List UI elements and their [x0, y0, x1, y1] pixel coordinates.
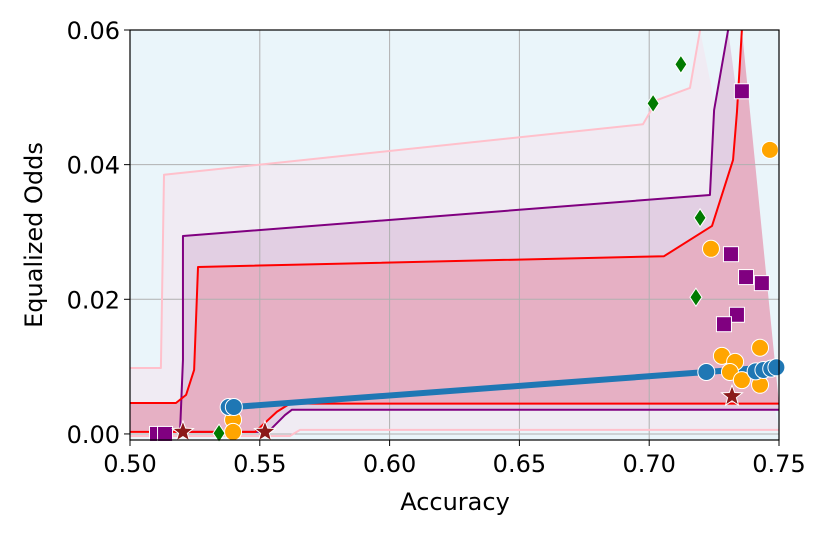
x-tick-label: 0.75 — [752, 450, 805, 478]
band-upper-line — [130, 30, 743, 404]
y-tick-label: 0.04 — [67, 152, 120, 180]
point — [253, 419, 277, 442]
plot-frame — [129, 29, 780, 441]
point — [715, 316, 732, 333]
point — [697, 363, 716, 382]
point — [224, 422, 243, 441]
point — [722, 246, 739, 263]
point — [738, 269, 755, 286]
y-tick-label: 0.06 — [67, 17, 120, 45]
point — [646, 93, 660, 114]
point — [728, 306, 745, 323]
point — [751, 338, 770, 357]
point — [674, 54, 688, 75]
band-upper-line — [130, 30, 702, 369]
band-upper-line — [179, 30, 730, 430]
x-tick-label: 0.65 — [493, 450, 546, 478]
x-axis-label: Accuracy — [400, 488, 510, 516]
point — [689, 287, 703, 308]
point — [157, 425, 174, 442]
y-tick-label: 0.00 — [67, 421, 120, 449]
x-tick-label: 0.55 — [233, 450, 286, 478]
x-tick-label: 0.50 — [103, 450, 156, 478]
y-tick-label: 0.02 — [67, 286, 120, 314]
point — [701, 239, 720, 258]
plot-area — [130, 30, 779, 440]
point — [171, 419, 195, 442]
point — [212, 423, 226, 444]
point — [760, 140, 779, 159]
point — [693, 207, 707, 228]
point — [732, 371, 751, 390]
x-tick-label: 0.70 — [622, 450, 675, 478]
band-fill — [130, 30, 779, 432]
point — [224, 398, 243, 417]
band-lower-line — [130, 428, 779, 437]
point — [720, 383, 744, 407]
y-axis-label: Equalized Odds — [20, 142, 48, 328]
point — [767, 358, 786, 377]
point — [733, 83, 750, 100]
x-tick-label: 0.60 — [363, 450, 416, 478]
point — [753, 275, 770, 292]
